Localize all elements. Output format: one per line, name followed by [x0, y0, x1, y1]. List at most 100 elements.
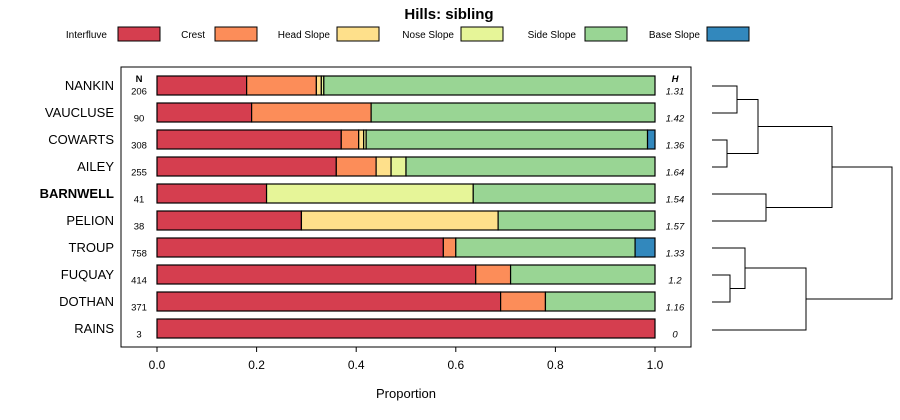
bar-segment-vaucluse-interfluve: [156, 102, 253, 123]
x-tick-label-4: 0.8: [547, 358, 564, 372]
bar-segment-pelion-head-slope: [300, 210, 499, 231]
legend-label-base-slope: Base Slope: [649, 30, 701, 41]
row-label-dothan: DOTHAN: [59, 294, 114, 309]
bar-segment-vaucluse-side-slope: [370, 102, 656, 123]
bar-segment-troup-base-slope: [634, 237, 656, 258]
bar-segment-dothan-crest: [500, 291, 547, 312]
legend-label-head-slope: Head Slope: [278, 30, 331, 41]
row-label-troup: TROUP: [69, 240, 115, 255]
legend-swatch-side-slope: [584, 26, 628, 42]
h-value-ailey: 1.64: [666, 168, 685, 179]
row-label-pelion: PELION: [66, 213, 114, 228]
bar-segment-ailey-side-slope: [405, 156, 656, 177]
bar-segment-dothan-interfluve: [156, 291, 502, 312]
bar-segment-nankin-crest: [246, 75, 317, 96]
bar-segment-cowarts-side-slope: [365, 129, 649, 150]
dendro-troup-merge: [712, 247, 746, 289]
bar-segment-troup-side-slope: [455, 237, 636, 258]
bar-segment-ailey-nose-slope: [390, 156, 407, 177]
dendro-barnwell-pelion: [712, 193, 767, 222]
n-value-vaucluse: 90: [134, 114, 145, 125]
legend-label-interfluve: Interfluve: [66, 30, 108, 41]
legend: Interfluve Crest Head Slope Nose Slope Side …: [66, 26, 750, 42]
bar-segment-barnwell-nose-slope: [265, 183, 474, 204]
dendro-cowarts-ailey: [712, 139, 728, 168]
n-value-pelion: 38: [134, 222, 145, 233]
legend-swatch-nose-slope: [460, 26, 504, 42]
legend-label-nose-slope: Nose Slope: [402, 30, 454, 41]
bar-segment-cowarts-crest: [340, 129, 360, 150]
x-tick-label-2: 0.4: [348, 358, 365, 372]
row-label-ailey: AILEY: [77, 159, 114, 174]
n-value-fuquay: 414: [131, 276, 147, 287]
bar-segment-cowarts-interfluve: [156, 129, 342, 150]
n-value-barnwell: 41: [134, 195, 145, 206]
row-label-cowarts: COWARTS: [48, 132, 114, 147]
n-value-rains: 3: [136, 330, 141, 341]
x-axis-label: Proportion: [376, 386, 436, 401]
bar-segment-ailey-head-slope: [375, 156, 392, 177]
h-value-troup: 1.33: [666, 249, 685, 260]
h-value-rains: 0: [672, 330, 678, 341]
h-value-barnwell: 1.54: [666, 195, 685, 206]
bar-segment-vaucluse-crest: [251, 102, 372, 123]
soil-labels: NANKIN 206 1.31 VAUCLUSE 90 1.42 COWARTS 308 1.3…: [40, 78, 685, 341]
legend-swatch-crest: [214, 26, 258, 42]
dendro-upper-cluster: [758, 126, 833, 208]
h-value-fuquay: 1.2: [668, 276, 682, 287]
h-value-nankin: 1.31: [666, 87, 685, 98]
plot-frame: [120, 66, 692, 348]
h-value-pelion: 1.57: [666, 222, 685, 233]
legend-label-side-slope: Side Slope: [528, 30, 577, 41]
dendro-nankin-vaucluse: [712, 85, 738, 114]
x-tick-label-3: 0.6: [447, 358, 464, 372]
n-value-ailey: 255: [131, 168, 147, 179]
bar-segment-barnwell-side-slope: [472, 183, 656, 204]
n-value-cowarts: 308: [131, 141, 147, 152]
bar-segment-fuquay-side-slope: [509, 264, 656, 285]
bar-segment-troup-crest: [442, 237, 457, 258]
n-value-dothan: 371: [131, 303, 147, 314]
bar-segment-cowarts-base-slope: [646, 129, 656, 150]
dendro-rains-merge: [712, 267, 807, 331]
h-column-header: H: [672, 74, 680, 85]
n-value-nankin: 206: [131, 87, 147, 98]
legend-swatch-base-slope: [706, 26, 750, 42]
row-label-rains: RAINS: [74, 321, 114, 336]
x-tick-label-1: 0.2: [248, 358, 265, 372]
bar-segment-nankin-side-slope: [323, 75, 656, 96]
dendro-group1-merge: [727, 99, 759, 154]
legend-swatch-interfluve: [117, 26, 161, 42]
bar-segment-dothan-side-slope: [544, 291, 656, 312]
n-value-troup: 758: [131, 249, 147, 260]
bar-segment-barnwell-interfluve: [156, 183, 268, 204]
h-value-dothan: 1.16: [666, 303, 685, 314]
x-tick-label-0: 0.0: [149, 358, 166, 372]
row-label-barnwell: BARNWELL: [40, 186, 114, 201]
row-label-vaucluse: VAUCLUSE: [45, 105, 114, 120]
x-axis: 0.0 0.2 0.4 0.6 0.8 1.0: [149, 347, 664, 372]
dendro-root: [806, 166, 893, 300]
dendrogram: [712, 85, 893, 331]
chart-title: Hills: sibling: [404, 6, 493, 23]
bar-segment-nankin-interfluve: [156, 75, 248, 96]
bar-segment-rains-interfluve: [156, 318, 656, 339]
bar-segment-fuquay-crest: [475, 264, 512, 285]
h-value-cowarts: 1.36: [666, 141, 685, 152]
legend-label-crest: Crest: [181, 30, 205, 41]
bar-segment-troup-interfluve: [156, 237, 444, 258]
bars: [156, 75, 656, 339]
legend-swatch-head-slope: [336, 26, 380, 42]
dendro-fuquay-dothan: [712, 274, 731, 303]
h-value-vaucluse: 1.42: [666, 114, 685, 125]
bar-segment-pelion-side-slope: [497, 210, 656, 231]
x-tick-label-5: 1.0: [647, 358, 664, 372]
row-label-fuquay: FUQUAY: [61, 267, 115, 282]
row-label-nankin: NANKIN: [65, 78, 114, 93]
bar-segment-fuquay-interfluve: [156, 264, 477, 285]
bar-segment-pelion-interfluve: [156, 210, 303, 231]
bar-segment-cowarts-head-slope: [358, 129, 365, 150]
bar-segment-nankin-head-slope: [315, 75, 322, 96]
n-column-header: N: [136, 74, 143, 85]
